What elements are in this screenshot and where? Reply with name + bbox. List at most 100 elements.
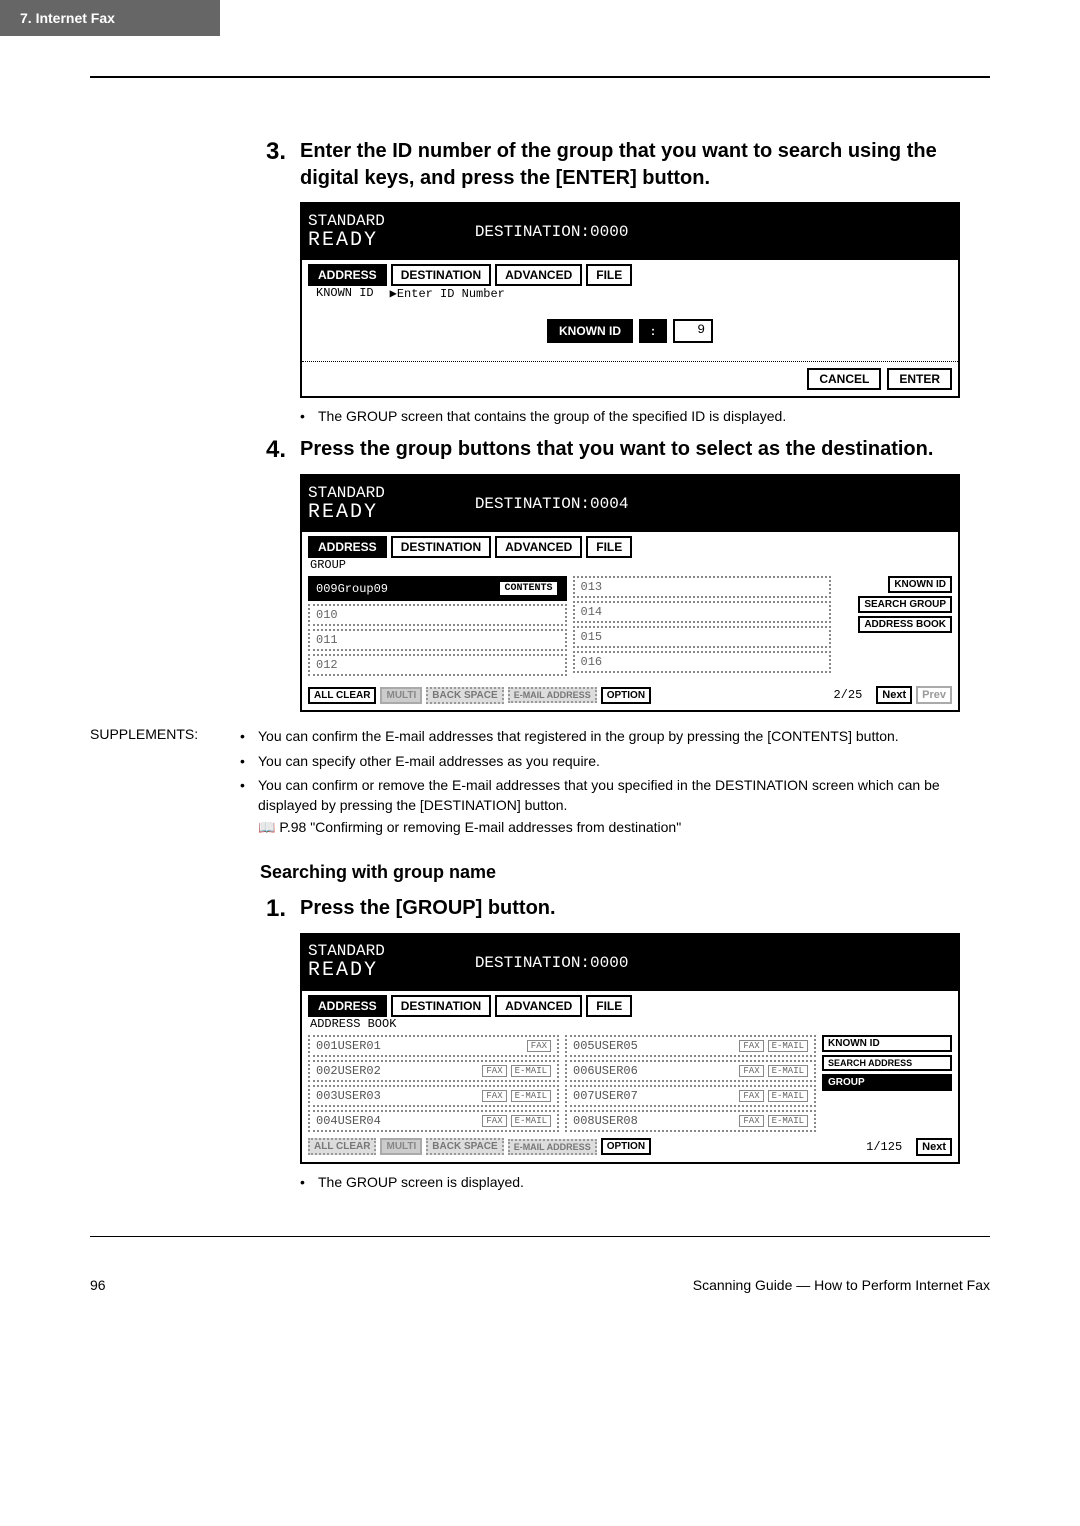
- email-chip[interactable]: E-MAIL: [511, 1115, 551, 1127]
- mode-label: STANDARD: [308, 943, 385, 959]
- group-slot[interactable]: 010: [308, 604, 567, 626]
- group-screen-note: The GROUP screen is displayed.: [318, 1172, 524, 1192]
- multi-button[interactable]: MULTI: [380, 1138, 422, 1155]
- fax-chip[interactable]: FAX: [482, 1090, 506, 1102]
- ready-label: READY: [308, 501, 385, 524]
- email-chip[interactable]: E-MAIL: [511, 1065, 551, 1077]
- user-id: 007USER07: [573, 1089, 735, 1103]
- step-number: 4.: [260, 436, 286, 464]
- email-chip[interactable]: E-MAIL: [768, 1040, 808, 1052]
- known-id-button[interactable]: KNOWN ID: [888, 576, 952, 593]
- email-chip[interactable]: E-MAIL: [768, 1065, 808, 1077]
- user-row[interactable]: 003USER03 FAX E-MAIL: [308, 1085, 559, 1107]
- step-number: 1.: [260, 895, 286, 923]
- user-id: 005USER05: [573, 1039, 735, 1053]
- option-button[interactable]: OPTION: [601, 1138, 651, 1155]
- user-row[interactable]: 008USER08 FAX E-MAIL: [565, 1110, 816, 1132]
- user-id: 003USER03: [316, 1089, 478, 1103]
- multi-button[interactable]: MULTI: [380, 687, 422, 704]
- search-group-button[interactable]: SEARCH GROUP: [858, 596, 952, 613]
- supplement-item: You can specify other E-mail addresses a…: [258, 751, 600, 771]
- step-3: 3. Enter the ID number of the group that…: [260, 138, 990, 192]
- sub-label-enter-id: ▶Enter ID Number: [382, 286, 513, 301]
- tab-advanced[interactable]: ADVANCED: [495, 995, 582, 1017]
- group-slot[interactable]: 014: [573, 601, 832, 623]
- email-chip[interactable]: E-MAIL: [768, 1090, 808, 1102]
- step-title: Press the [GROUP] button.: [300, 895, 556, 922]
- next-button[interactable]: Next: [876, 686, 912, 704]
- group-slot-selected[interactable]: 009Group09 CONTENTS: [308, 576, 567, 601]
- user-row[interactable]: 005USER05 FAX E-MAIL: [565, 1035, 816, 1057]
- user-id: 006USER06: [573, 1064, 735, 1078]
- group-slot-label: 009Group09: [316, 582, 388, 596]
- contents-button[interactable]: CONTENTS: [498, 580, 558, 597]
- fax-chip[interactable]: FAX: [739, 1040, 763, 1052]
- address-book-button[interactable]: ADDRESS BOOK: [858, 616, 952, 633]
- all-clear-button[interactable]: ALL CLEAR: [308, 687, 376, 704]
- panel-header: STANDARD READY DESTINATION:0000: [302, 935, 958, 991]
- panel-known-id: STANDARD READY DESTINATION:0000 ADDRESS …: [300, 202, 960, 398]
- ready-label: READY: [308, 959, 385, 982]
- known-id-button[interactable]: KNOWN ID: [822, 1035, 952, 1052]
- fax-chip[interactable]: FAX: [482, 1115, 506, 1127]
- email-address-button[interactable]: E-MAIL ADDRESS: [508, 687, 597, 703]
- fax-chip[interactable]: FAX: [739, 1065, 763, 1077]
- footer-right: Scanning Guide — How to Perform Internet…: [693, 1277, 990, 1293]
- destination-label: DESTINATION:0000: [475, 223, 629, 241]
- page-indicator: 2/25: [833, 688, 862, 702]
- all-clear-button[interactable]: ALL CLEAR: [308, 1138, 376, 1155]
- tab-address[interactable]: ADDRESS: [308, 995, 387, 1017]
- group-button[interactable]: GROUP: [822, 1074, 952, 1091]
- tab-destination[interactable]: DESTINATION: [391, 264, 491, 286]
- user-row[interactable]: 006USER06 FAX E-MAIL: [565, 1060, 816, 1082]
- fax-chip[interactable]: FAX: [739, 1090, 763, 1102]
- cancel-button[interactable]: CANCEL: [807, 368, 881, 390]
- tab-address[interactable]: ADDRESS: [308, 536, 387, 558]
- email-chip[interactable]: E-MAIL: [768, 1115, 808, 1127]
- search-group-heading: Searching with group name: [260, 862, 990, 883]
- next-button[interactable]: Next: [916, 1138, 952, 1156]
- fax-chip[interactable]: FAX: [739, 1115, 763, 1127]
- tabs-row: ADDRESS DESTINATION ADVANCED FILE: [302, 260, 958, 286]
- tab-destination[interactable]: DESTINATION: [391, 995, 491, 1017]
- tab-address[interactable]: ADDRESS: [308, 264, 387, 286]
- group-slot[interactable]: 011: [308, 629, 567, 651]
- user-id: 004USER04: [316, 1114, 478, 1128]
- sub-label-known-id: KNOWN ID: [308, 286, 382, 301]
- group-slot[interactable]: 013: [573, 576, 832, 598]
- prev-button[interactable]: Prev: [916, 686, 952, 704]
- tab-file[interactable]: FILE: [586, 536, 632, 558]
- tab-destination[interactable]: DESTINATION: [391, 536, 491, 558]
- option-button[interactable]: OPTION: [601, 687, 651, 704]
- email-address-button[interactable]: E-MAIL ADDRESS: [508, 1139, 597, 1155]
- tab-advanced[interactable]: ADVANCED: [495, 536, 582, 558]
- user-row[interactable]: 007USER07 FAX E-MAIL: [565, 1085, 816, 1107]
- tab-file[interactable]: FILE: [586, 995, 632, 1017]
- user-row[interactable]: 001USER01 FAX: [308, 1035, 559, 1057]
- divider-top: [90, 76, 990, 78]
- fax-chip[interactable]: FAX: [527, 1040, 551, 1052]
- page-footer: 96 Scanning Guide — How to Perform Inter…: [0, 1237, 1080, 1323]
- tabs-row: ADDRESS DESTINATION ADVANCED FILE: [302, 532, 958, 558]
- user-row[interactable]: 002USER02 FAX E-MAIL: [308, 1060, 559, 1082]
- step-4: 4. Press the group buttons that you want…: [260, 436, 990, 464]
- group-slot[interactable]: 016: [573, 651, 832, 673]
- page-number: 96: [90, 1277, 106, 1293]
- known-id-input[interactable]: 9: [673, 319, 713, 343]
- search-address-button[interactable]: SEARCH ADDRESS: [822, 1055, 952, 1071]
- bullet-dot: •: [240, 775, 258, 838]
- panel-bottom-row: ALL CLEAR MULTI BACK SPACE E-MAIL ADDRES…: [302, 1134, 958, 1162]
- group-slot[interactable]: 015: [573, 626, 832, 648]
- backspace-button[interactable]: BACK SPACE: [426, 687, 503, 704]
- group-slot[interactable]: 012: [308, 654, 567, 676]
- enter-button[interactable]: ENTER: [887, 368, 952, 390]
- panel-address-book: STANDARD READY DESTINATION:0000 ADDRESS …: [300, 933, 960, 1164]
- user-row[interactable]: 004USER04 FAX E-MAIL: [308, 1110, 559, 1132]
- tab-file[interactable]: FILE: [586, 264, 632, 286]
- tab-advanced[interactable]: ADVANCED: [495, 264, 582, 286]
- fax-chip[interactable]: FAX: [482, 1065, 506, 1077]
- email-chip[interactable]: E-MAIL: [511, 1090, 551, 1102]
- destination-label: DESTINATION:0004: [475, 495, 629, 513]
- user-id: 001USER01: [316, 1039, 523, 1053]
- backspace-button[interactable]: BACK SPACE: [426, 1138, 503, 1155]
